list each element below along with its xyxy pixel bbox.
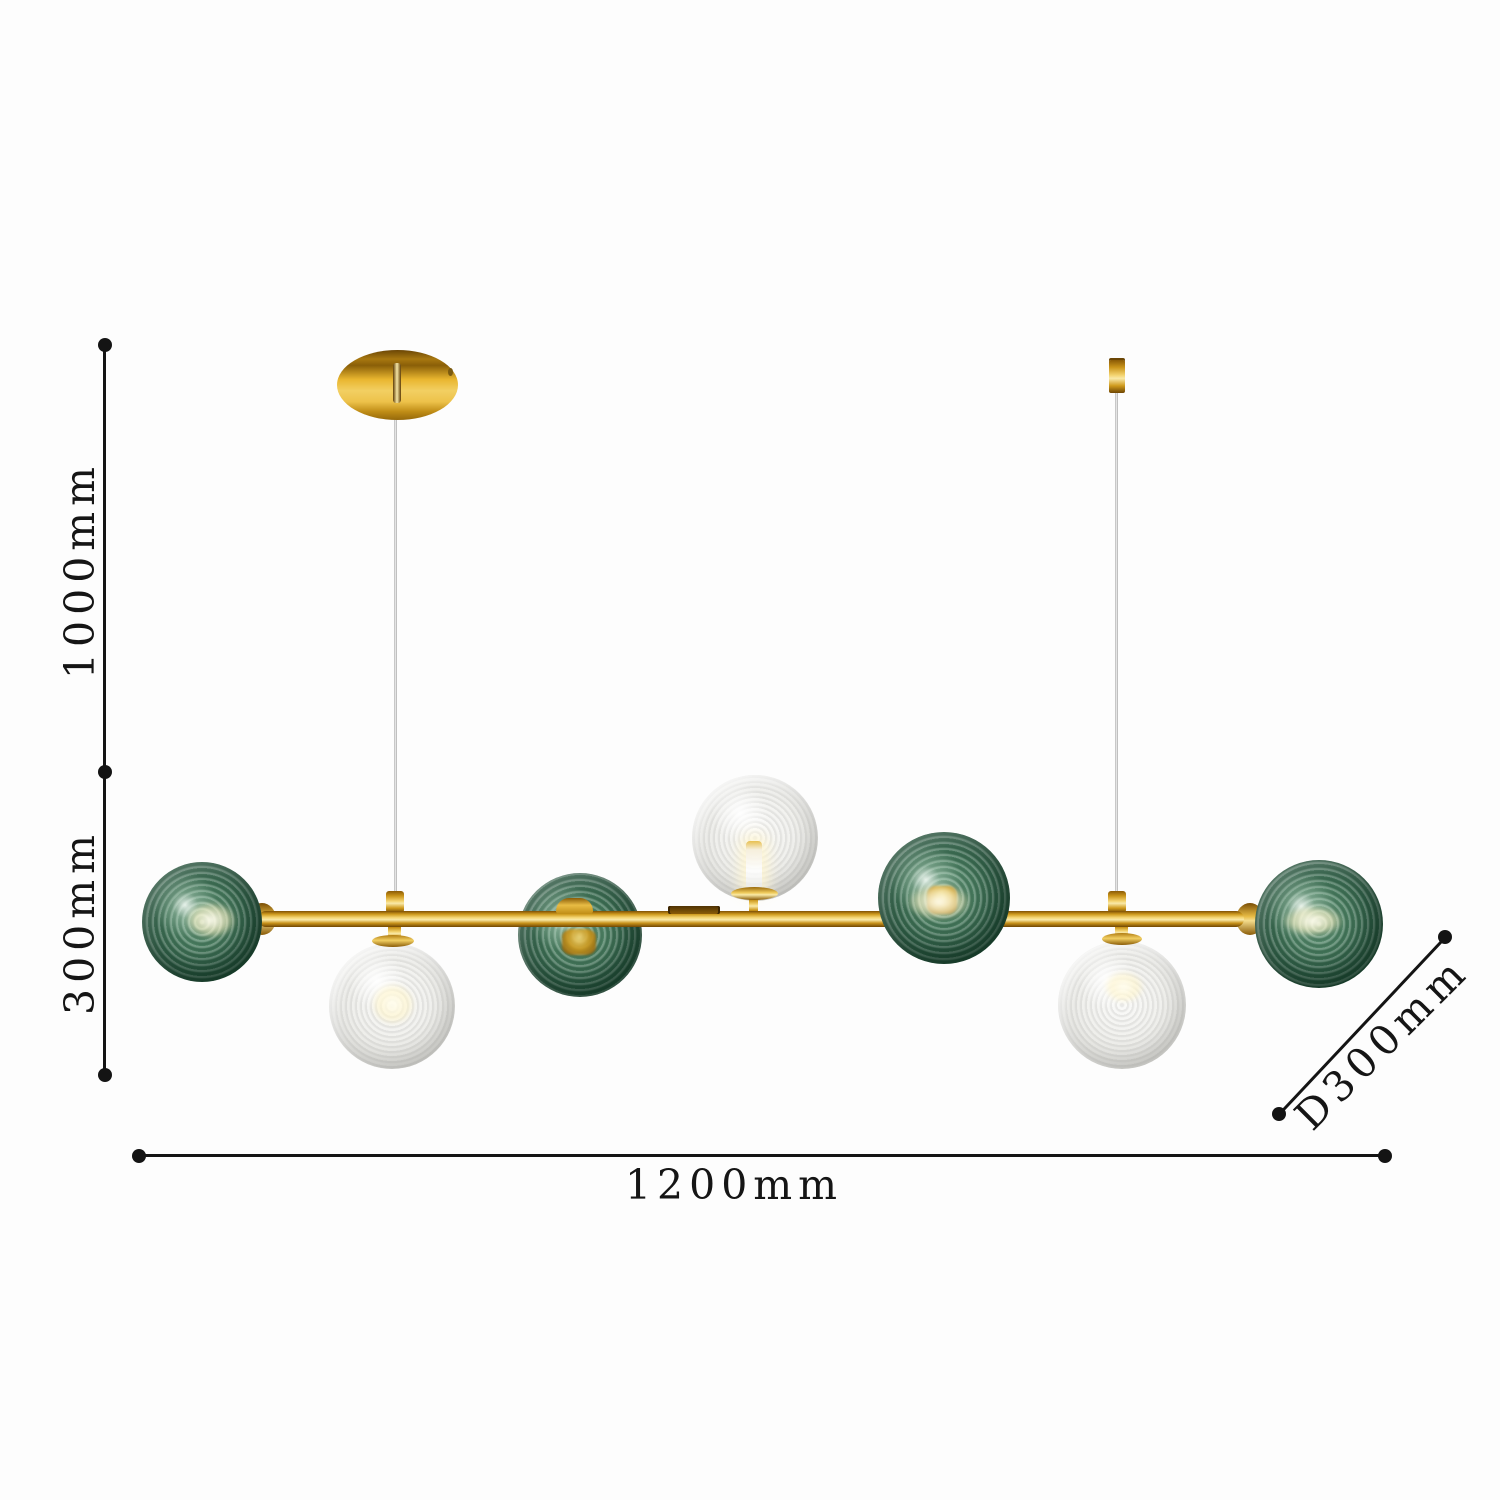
dimension-dot-bottom <box>98 1068 112 1082</box>
socket-hub <box>562 929 596 955</box>
globe-saucer-fourth <box>731 887 778 900</box>
width-label: 1200mm <box>624 1161 844 1209</box>
globe-cap-third <box>556 898 593 914</box>
candle-bulb <box>746 841 762 889</box>
vertical-dimension-line <box>103 345 106 1075</box>
globe-collar-second <box>372 935 414 947</box>
bulb-glow <box>1283 906 1343 936</box>
dimension-dot-right <box>1378 1149 1392 1163</box>
glass-globe-clear-below-bar <box>329 943 455 1069</box>
height-upper-label: 1000mm <box>56 460 104 680</box>
glass-globe-green-right-end <box>1255 860 1383 988</box>
bulb-glow <box>186 902 236 938</box>
dimension-dot-top <box>98 338 112 352</box>
glass-globe-green-left-end <box>142 862 262 982</box>
bulb-glow <box>1104 971 1144 1003</box>
dimension-dot-left <box>132 1149 146 1163</box>
glass-globe-clear-above-bar <box>692 775 818 901</box>
globe-stem-fourth <box>749 896 758 914</box>
suspension-wire-left <box>394 417 397 895</box>
suspension-wire-right <box>1115 391 1118 894</box>
height-lower-label: 300mm <box>56 829 104 1016</box>
glass-globe-green-on-bar <box>878 832 1010 964</box>
bulb-glow <box>908 884 970 920</box>
glass-globe-clear-below-bar-right <box>1058 941 1186 1069</box>
bar-seam-clip <box>668 906 720 914</box>
horizontal-bar <box>258 911 1244 927</box>
canopy-screw-slot <box>393 363 401 403</box>
suspension-fitting-right <box>1109 360 1125 393</box>
dimension-dot-middle <box>98 765 112 779</box>
horizontal-dimension-line <box>139 1154 1385 1157</box>
wire-bar-junction-left <box>386 891 404 913</box>
diameter-dot-lower <box>1272 1107 1286 1121</box>
bulb-glow <box>371 983 415 1025</box>
glass-globe-green-mid <box>518 873 642 997</box>
wire-bar-junction-right <box>1108 891 1126 913</box>
diameter-dot-upper <box>1438 930 1452 944</box>
globe-collar-sixth <box>1102 933 1142 945</box>
canopy-screw <box>448 368 453 376</box>
